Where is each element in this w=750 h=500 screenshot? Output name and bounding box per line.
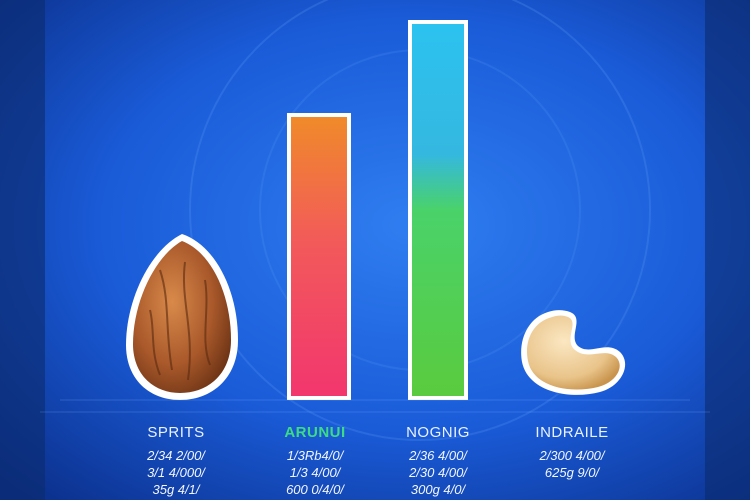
column-title: ARUNUI <box>284 424 345 441</box>
bar <box>412 24 464 396</box>
column-title: SPRITS <box>147 424 204 441</box>
labels: SPRITS 2/34 2/00/3/1 4/000/35g 4/1/ARUNUI… <box>146 424 608 497</box>
column-line: 3/1 4/000/ <box>147 465 206 480</box>
column-line: 2/300 4/00/ <box>538 448 605 463</box>
column-line: 600 0/4/0/ <box>286 482 345 497</box>
glow-ring <box>189 0 651 441</box>
column-line: 625g 9/0/ <box>545 465 601 480</box>
column-line: 35g 4/1/ <box>153 482 201 497</box>
right-edge <box>705 0 750 500</box>
bar <box>291 117 347 396</box>
cashew <box>526 315 620 390</box>
column-line: 1/3Rb4/0/ <box>287 448 345 463</box>
almond-texture <box>149 261 211 381</box>
floor-grid <box>40 399 710 413</box>
column-line: 2/30 4/00/ <box>408 465 468 480</box>
column-line: 1/3 4/00/ <box>290 465 342 480</box>
column-line: 300g 4/0/ <box>411 482 467 497</box>
column-title: NOGNIG <box>406 424 470 441</box>
column-line: 2/36 4/00/ <box>408 448 468 463</box>
left-edge <box>0 0 45 500</box>
column-title: INDRAILE <box>535 424 608 441</box>
column-line: 2/34 2/00/ <box>146 448 206 463</box>
